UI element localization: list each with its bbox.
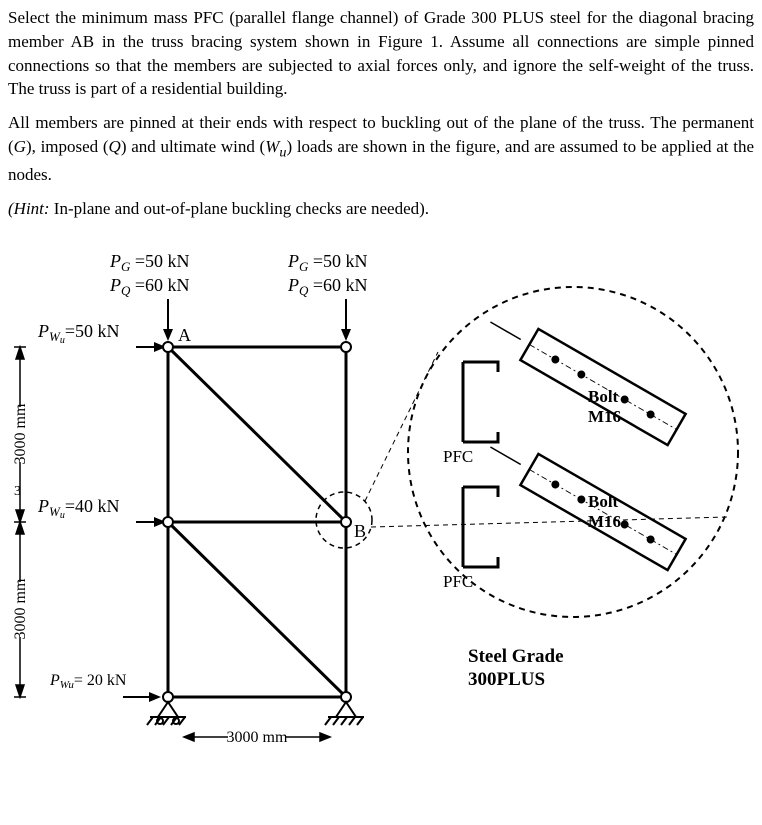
pq1: PQ =60 kN [109, 275, 190, 298]
para2-q: Q [109, 137, 121, 156]
para2-mid1: ), imposed ( [26, 137, 109, 156]
para2-wu: W [265, 137, 279, 156]
pg1: PG =50 kN [109, 251, 190, 274]
hint-prefix: (Hint: [8, 199, 50, 218]
dim-left-lower-label: 3000 mm [12, 578, 29, 639]
label-grade-1: Steel Grade [468, 646, 564, 667]
label-pfc-2: PFC [443, 572, 473, 591]
paragraph-1: Select the minimum mass PFC (parallel fl… [8, 6, 754, 101]
hint-body: In-plane and out-of-plane buckling check… [50, 199, 430, 218]
pwu-c: PWu= 20 kN [49, 672, 127, 691]
pwu-a: PWu=50 kN [37, 321, 120, 346]
label-bolt-1: Bolt [588, 387, 619, 406]
para2-g: G [14, 137, 26, 156]
arrowhead-h-c [149, 692, 161, 702]
arrowhead-down-1 [163, 329, 173, 341]
label-bolt-2: Bolt [588, 492, 619, 511]
label-m16-1: M16 [588, 407, 621, 426]
label-pfc-1: PFC [443, 447, 473, 466]
paragraph-2: All members are pinned at their ends wit… [8, 111, 754, 187]
arrowhead-down-2 [341, 329, 351, 341]
dim-left-upper-label: 3000 mm [12, 403, 29, 464]
hint-em: (Hint: [8, 199, 50, 218]
para2-mid2: ) and ultimate wind ( [121, 137, 265, 156]
figure: PG =50 kN PQ =60 kN PG =50 kN PQ =60 kN … [8, 237, 754, 757]
detail-drawing [463, 306, 686, 570]
dim-divider-3: 3 [14, 484, 21, 499]
pwu-b: PWu=40 kN [37, 496, 120, 521]
dim-bottom-label: 3000 mm [227, 729, 288, 746]
hint-line: (Hint: In-plane and out-of-plane bucklin… [8, 197, 754, 221]
label-grade-2: 300PLUS [468, 669, 545, 690]
label-a: A [178, 325, 191, 345]
pin-support-right [325, 702, 364, 725]
label-b: B [354, 521, 366, 541]
pq2: PQ =60 kN [287, 275, 368, 298]
truss-frame [168, 347, 346, 697]
label-m16-2: M16 [588, 512, 621, 531]
pg2: PG =50 kN [287, 251, 368, 274]
pin-support-left [147, 702, 186, 725]
